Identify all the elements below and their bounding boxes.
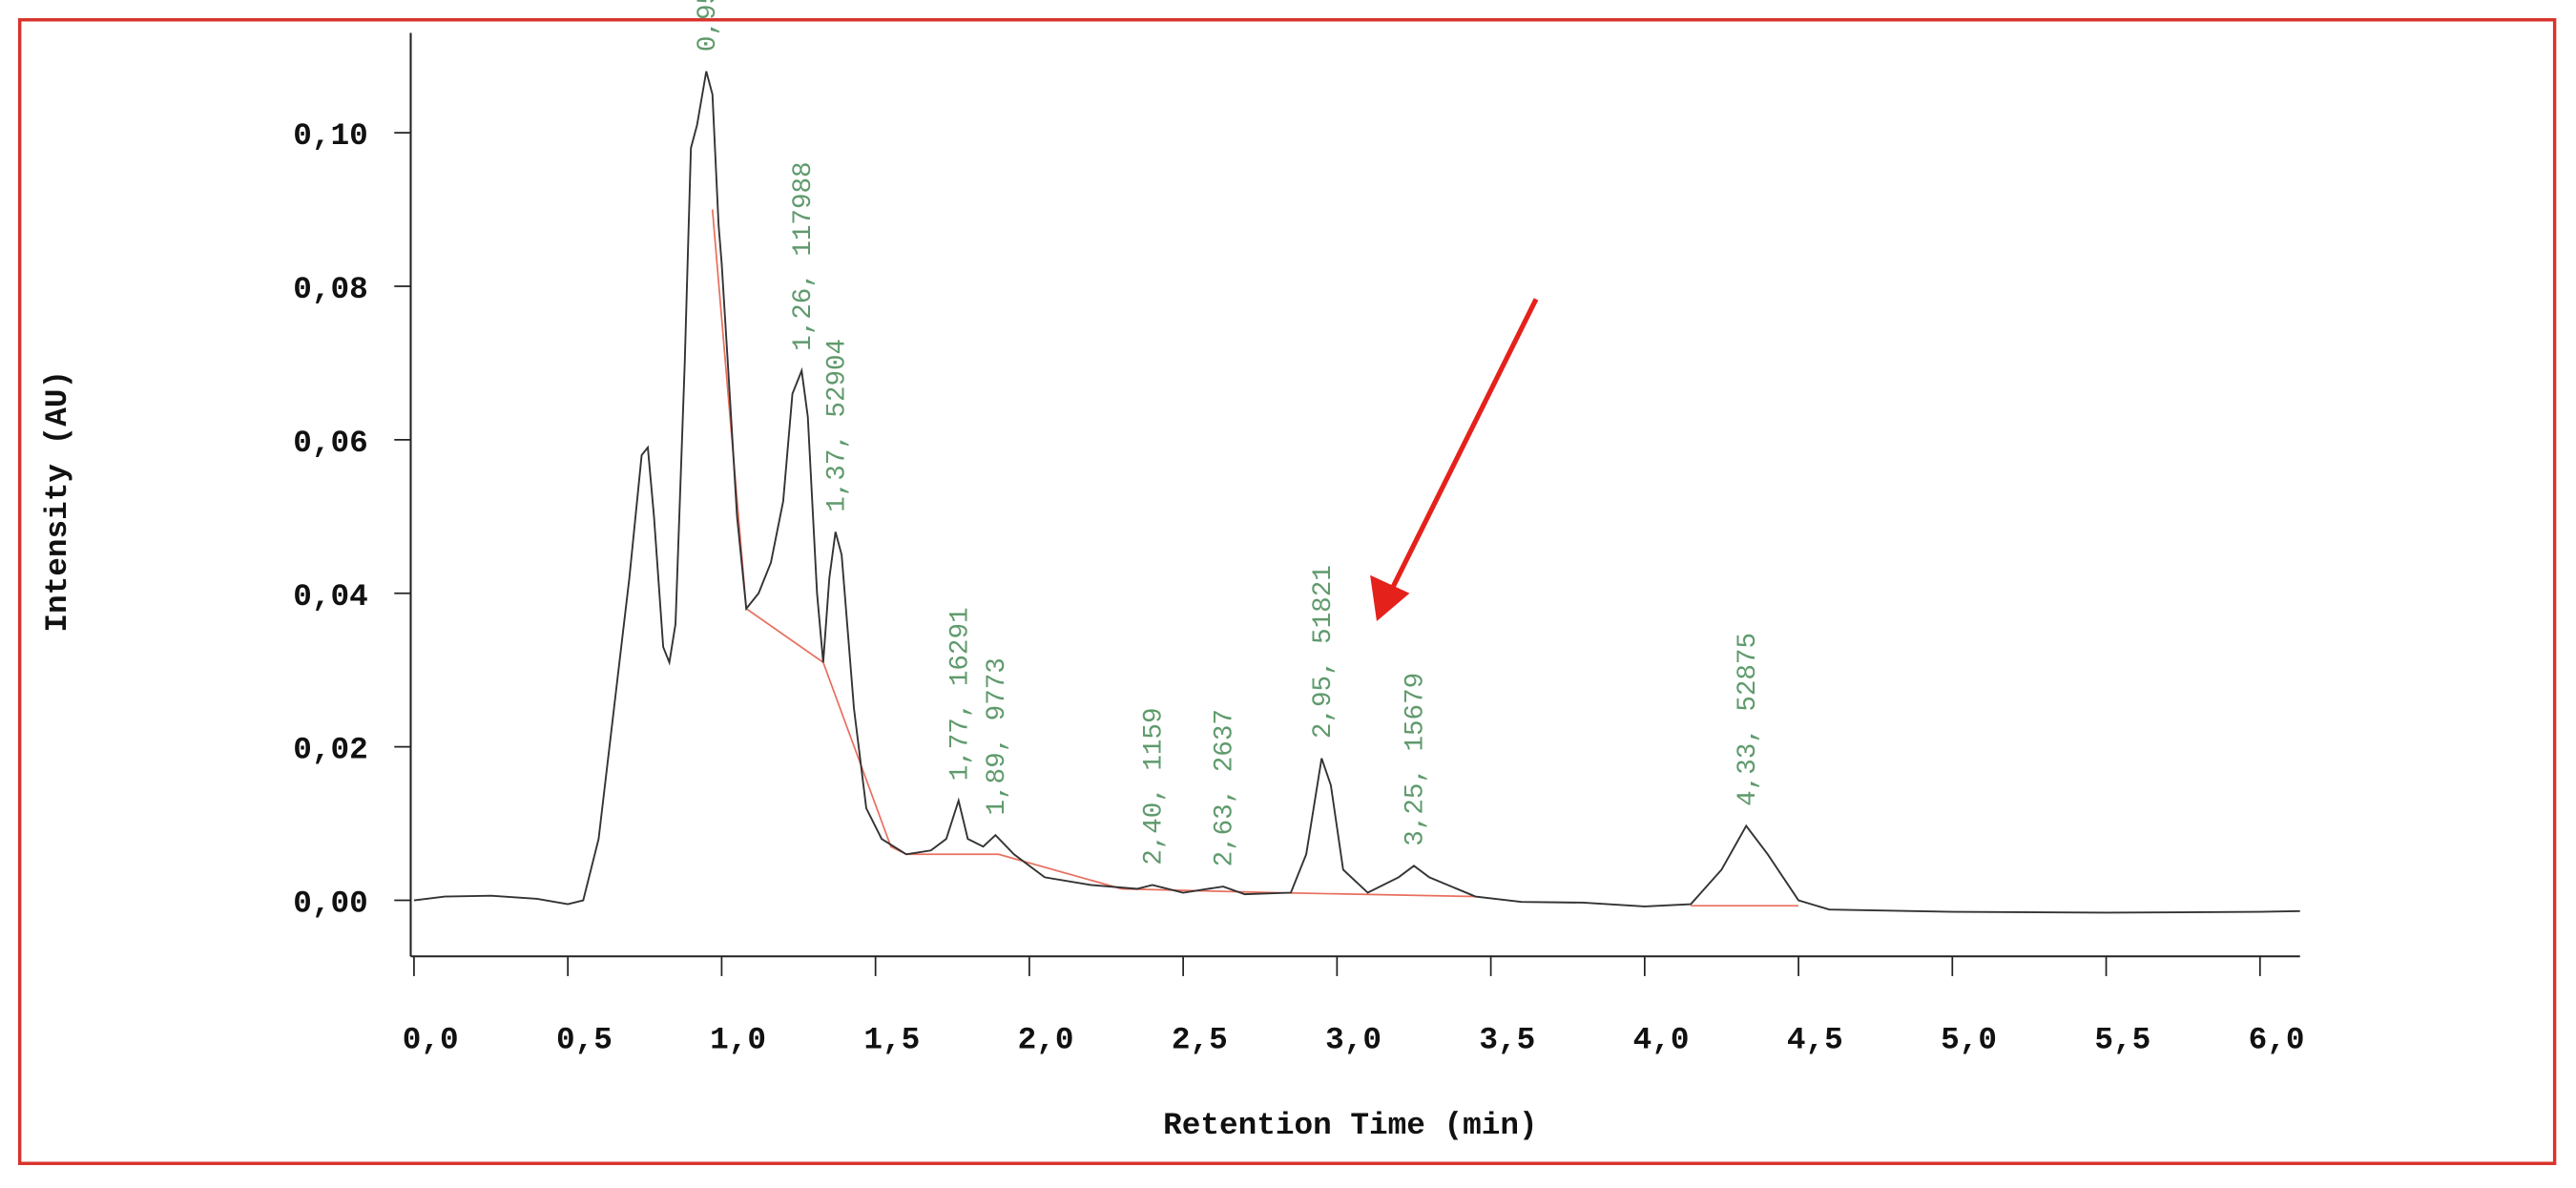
peak-label: 1,37, 52904 [822,339,852,512]
y-tick-label: 0,08 [293,272,368,307]
x-tick-label: 2,0 [1018,1023,1074,1058]
arrow-shaft [1390,298,1539,588]
x-tick-label: 1,0 [710,1023,766,1058]
baseline [711,209,1799,907]
peak-label: 2,95, 51821 [1309,565,1339,739]
peak-label: 2,63, 2637 [1211,709,1240,866]
peak-label: 0,95, 74552 [694,0,723,52]
frame [17,18,2557,1165]
peak-label: 1,77, 16291 [945,607,975,781]
peak-label: 1,89, 9773 [983,657,1012,815]
y-tick-label: 0,06 [293,426,368,461]
arrow-head [1370,574,1410,621]
x-tick-label: 5,0 [1941,1023,1997,1058]
trace [413,71,2300,914]
y-axis-title: Intensity (AU) [40,370,75,633]
peak-label: 2,40, 1159 [1139,707,1169,865]
y-tick-label: 0,00 [293,886,368,922]
x-tick-label: 5,5 [2094,1023,2150,1058]
peak-label: 3,25, 15679 [1402,673,1431,846]
x-axis-title: Retention Time (min) [1163,1108,1538,1143]
x-tick-label: 0,0 [403,1023,459,1058]
y-tick-label: 0,02 [293,733,368,768]
peak-label: 4,33, 52875 [1734,633,1763,806]
peak-label: 1,26, 117988 [789,161,819,350]
y-tick-label: 0,10 [293,118,368,154]
x-tick-label: 0,5 [556,1023,613,1058]
x-tick-label: 4,5 [1787,1023,1843,1058]
x-tick-label: 2,5 [1172,1023,1228,1058]
x-tick-label: 6,0 [2249,1023,2305,1058]
arrow [1370,298,1539,621]
x-tick-label: 3,5 [1479,1023,1535,1058]
x-tick-label: 1,5 [863,1023,920,1058]
x-tick-label: 3,0 [1325,1023,1381,1058]
x-tick-label: 4,0 [1633,1023,1690,1058]
y-tick-label: 0,04 [293,579,368,615]
